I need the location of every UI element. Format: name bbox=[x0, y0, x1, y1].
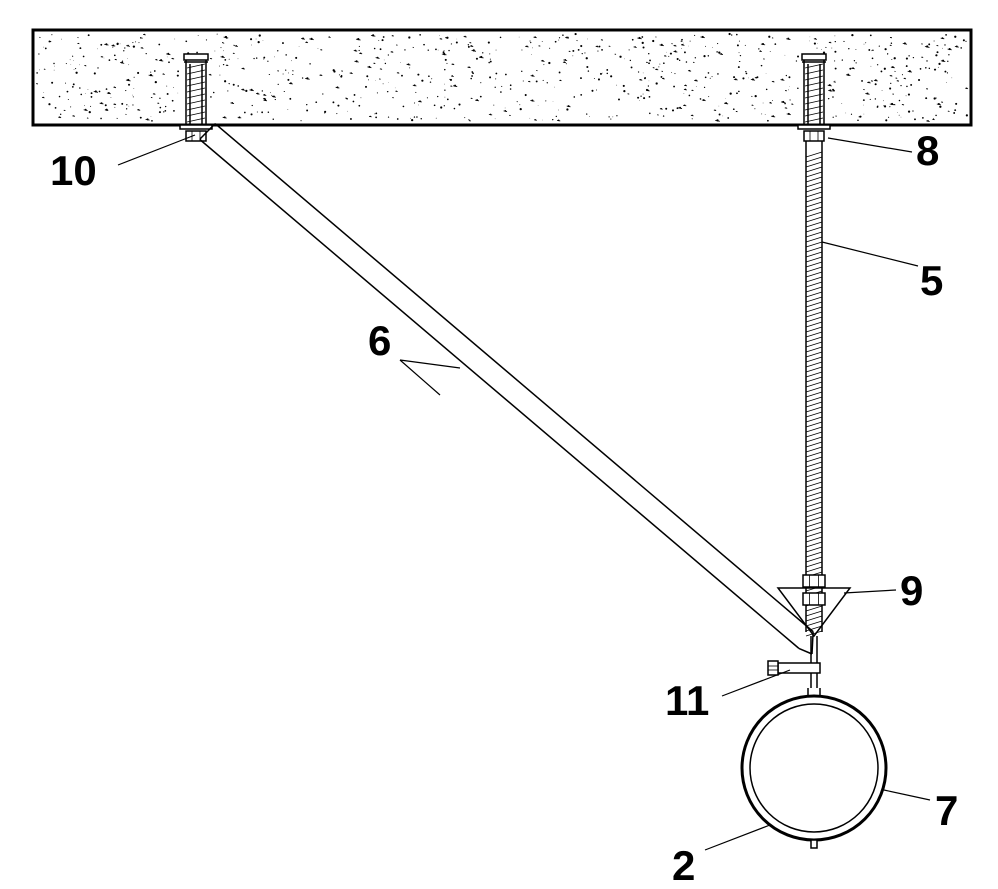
leader-5 bbox=[822, 242, 918, 266]
leader-6 bbox=[400, 360, 460, 368]
callout-2: 2 bbox=[672, 845, 695, 887]
leader-8 bbox=[828, 138, 912, 152]
callout-10: 10 bbox=[50, 150, 97, 192]
diagonal-brace bbox=[200, 124, 813, 654]
callout-5: 5 bbox=[920, 260, 943, 302]
pipe-inner bbox=[750, 704, 878, 832]
diagram-svg bbox=[0, 0, 998, 888]
leader-11 bbox=[722, 670, 790, 696]
pipe-clamp-outer bbox=[742, 696, 886, 840]
callout-8: 8 bbox=[916, 130, 939, 172]
leader-2 bbox=[705, 825, 770, 850]
callout-9: 9 bbox=[900, 570, 923, 612]
leader-10 bbox=[118, 135, 195, 165]
callout-11: 11 bbox=[665, 680, 709, 722]
leader-6 bbox=[400, 360, 440, 395]
leader-7 bbox=[884, 790, 930, 800]
leader-9 bbox=[844, 590, 896, 593]
callout-6: 6 bbox=[368, 320, 391, 362]
diagram-stage: 10 8 5 6 9 11 7 2 bbox=[0, 0, 998, 888]
callout-7: 7 bbox=[935, 790, 958, 832]
threaded-rod bbox=[806, 141, 822, 577]
